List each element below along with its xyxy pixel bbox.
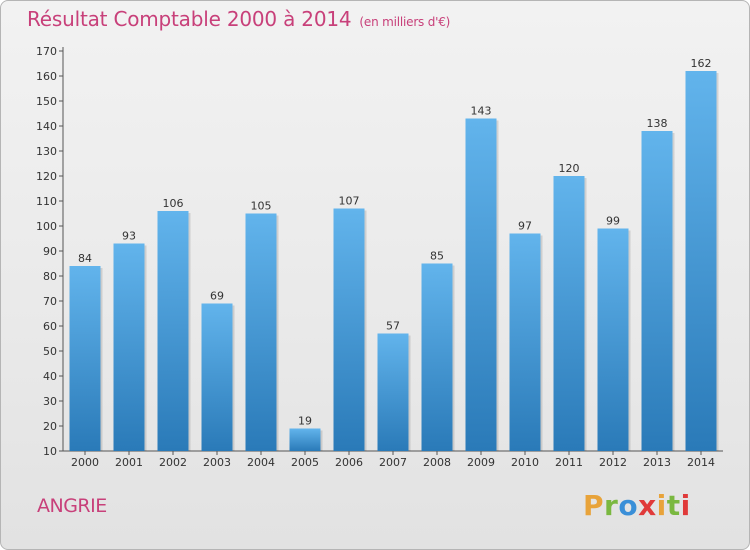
x-tick-label: 2006 — [335, 456, 363, 469]
y-tick-label: 140 — [36, 120, 57, 133]
bar-value-label: 120 — [559, 162, 580, 175]
x-tick-label: 2005 — [291, 456, 319, 469]
bar-2013 — [641, 131, 673, 451]
bar-2003 — [201, 303, 233, 451]
y-tick-label: 40 — [43, 370, 57, 383]
bar-2008 — [421, 263, 453, 451]
y-tick-label: 10 — [43, 445, 57, 458]
logo-letter: r — [604, 489, 619, 522]
x-tick-label: 2013 — [643, 456, 671, 469]
bar-2000 — [69, 266, 101, 451]
bar-value-label: 162 — [691, 57, 712, 70]
x-tick-label: 2010 — [511, 456, 539, 469]
bar-2006 — [333, 208, 365, 451]
y-tick-label: 170 — [36, 45, 57, 58]
y-tick-label: 110 — [36, 195, 57, 208]
bar-2007 — [377, 333, 409, 451]
bar-2009 — [465, 118, 497, 451]
y-tick-label: 30 — [43, 395, 57, 408]
x-tick-label: 2002 — [159, 456, 187, 469]
y-tick-label: 90 — [43, 245, 57, 258]
x-tick-label: 2009 — [467, 456, 495, 469]
y-tick-label: 160 — [36, 70, 57, 83]
x-tick-label: 2001 — [115, 456, 143, 469]
bar-2005 — [289, 428, 321, 451]
x-tick-label: 2012 — [599, 456, 627, 469]
bar-2014 — [685, 71, 717, 451]
y-tick-label: 80 — [43, 270, 57, 283]
y-tick-label: 130 — [36, 145, 57, 158]
bar-value-label: 99 — [606, 215, 620, 228]
chart-unit: (en milliers d'€) — [359, 15, 451, 29]
logo-letter: o — [618, 489, 639, 522]
x-tick-label: 2000 — [71, 456, 99, 469]
logo-letter: x — [638, 489, 657, 522]
bar-value-label: 84 — [78, 252, 92, 265]
x-tick-label: 2007 — [379, 456, 407, 469]
bar-2010 — [509, 233, 541, 451]
bar-2004 — [245, 213, 277, 451]
bar-value-label: 107 — [339, 195, 360, 208]
chart-title: Résultat Comptable 2000 à 2014 (en millie… — [27, 7, 450, 31]
logo-letter: i — [680, 489, 691, 522]
bar-value-label: 93 — [122, 230, 136, 243]
commune-name: ANGRIE — [37, 495, 107, 517]
x-tick-label: 2014 — [687, 456, 715, 469]
y-tick-label: 50 — [43, 345, 57, 358]
y-tick-label: 70 — [43, 295, 57, 308]
bar-2011 — [553, 176, 585, 451]
y-tick-label: 20 — [43, 420, 57, 433]
proxiti-logo: Proxiti — [583, 489, 691, 522]
y-tick-label: 120 — [36, 170, 57, 183]
y-tick-label: 100 — [36, 220, 57, 233]
bar-2002 — [157, 211, 189, 451]
bar-value-label: 57 — [386, 320, 400, 333]
bar-value-label: 106 — [163, 197, 184, 210]
bar-value-label: 19 — [298, 415, 312, 428]
x-tick-label: 2003 — [203, 456, 231, 469]
logo-letter: i — [656, 489, 667, 522]
bar-value-label: 138 — [647, 117, 668, 130]
logo-letter: P — [583, 489, 605, 522]
chart-title-text: Résultat Comptable 2000 à 2014 — [27, 7, 352, 31]
bar-value-label: 69 — [210, 290, 224, 303]
x-tick-label: 2004 — [247, 456, 275, 469]
y-tick-label: 60 — [43, 320, 57, 333]
bar-value-label: 97 — [518, 220, 532, 233]
x-tick-label: 2008 — [423, 456, 451, 469]
bar-2001 — [113, 243, 145, 451]
y-tick-label: 150 — [36, 95, 57, 108]
bar-value-label: 105 — [251, 200, 272, 213]
bar-value-label: 85 — [430, 250, 444, 263]
bar-value-label: 143 — [471, 105, 492, 118]
x-tick-label: 2011 — [555, 456, 583, 469]
logo-letter: t — [666, 489, 681, 522]
bar-2012 — [597, 228, 629, 451]
